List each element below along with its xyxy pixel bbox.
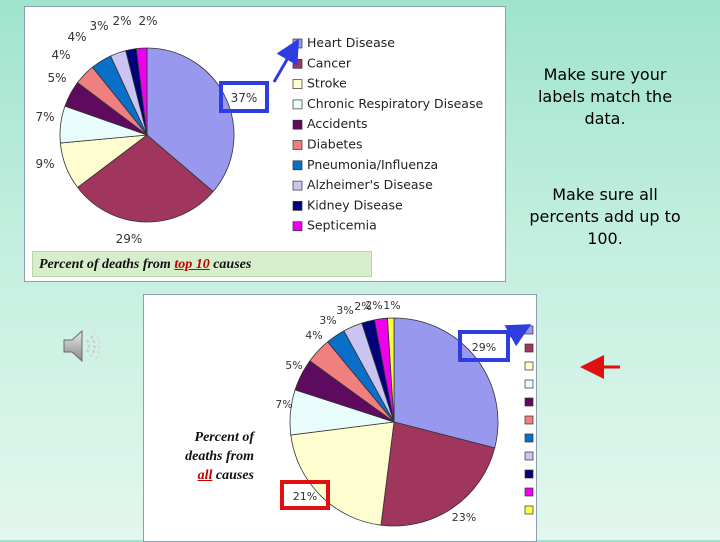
data-label-diabetes: 4% [51,48,70,62]
data-label-kidney-disease: 2% [112,14,131,28]
legend-swatch-diabetes [524,433,534,443]
data-label-other: 21% [293,490,317,503]
data-label-diabetes: 3% [319,314,336,327]
legend-label-cancer: Cancer [307,55,352,70]
data-label-stroke: 7% [275,398,292,411]
data-label-cancer: 23% [452,511,476,524]
data-label-heart-disease: 37% [231,91,258,105]
caption-all-line3: all causes [146,466,254,485]
legend-swatch-alzheimer-s-disease [524,469,534,479]
legend-swatch-pneumonia-influenza [524,451,534,461]
legend-label-chronic-respiratory-disease: Chronic Respiratory Disease [307,96,483,111]
caption-all-line1: Percent of [194,430,254,445]
pie-chart-all: 29%23%21%7%5%4%3%3%2%2%1%Heart DiseaseCa… [275,299,534,527]
data-label-chronic-respiratory-disease: 5% [285,359,302,372]
data-label-chronic-respiratory-disease: 7% [35,110,54,124]
highlight-box-other [280,480,330,510]
data-label-alzheimer-s-disease: 2% [354,300,371,313]
caption-all: Percent of deaths from all causes [146,428,254,485]
legend-swatch-heart-disease [292,38,303,49]
legend-swatch-cancer [524,343,534,353]
pie-slice-heart-disease [146,47,235,193]
data-label-pneumonia-influenza: 3% [336,304,353,317]
data-label-alzheimer-s-disease: 3% [89,19,108,33]
pie-slice-septicemia [387,317,395,423]
legend-swatch-diabetes [292,140,303,150]
legend-swatch-alzheimer-s-disease [292,180,303,191]
legend-swatch-heart-disease [524,325,534,335]
caption-all-suffix: causes [212,468,254,483]
legend-swatch-stroke [524,379,534,389]
caption-all-line2: deaths from [185,449,254,464]
caption-top10-suffix: causes [209,257,252,272]
chart-panel-top10: 37% 29% 9% 7% 5% 4% 4% 3% 2% 2% Heart Disease Cance… [24,6,506,282]
legend-swatch-stroke [292,79,303,89]
speaker-icon[interactable] [58,326,106,366]
data-label-septicemia: 1% [383,299,400,312]
legend-swatch-septicemia [292,221,303,232]
legend-label-alzheimer-s-disease: Alzheimer's Disease [307,177,433,192]
pie-slice-other [290,421,395,526]
legend-swatch-chronic-respiratory-disease [524,397,534,407]
legend-swatch-accidents [292,119,303,130]
legend-label-septicemia: Septicemia [307,218,377,233]
note-percents-sum: Make sure all percents add up to 100. [529,185,681,248]
data-label-kidney-disease: 2% [365,299,382,312]
pie-slice-cancer [380,421,496,527]
caption-top10-prefix: Percent of deaths from [39,257,175,272]
pie-slice-cancer [77,134,214,223]
chart-panel-all: 29%23%21%7%5%4%3%3%2%2%1%Heart DiseaseCa… [143,294,537,542]
data-label-cancer: 29% [116,232,143,246]
legend-label-heart-disease: Heart Disease [307,35,395,50]
data-label-heart-disease: 29% [472,341,496,354]
legend-swatch-pneumonia-influenza [292,160,303,171]
caption-all-link: all [197,468,213,483]
legend-label-kidney-disease: Kidney Disease [307,197,403,212]
legend-label-diabetes: Diabetes [307,137,363,152]
caption-top10: Percent of deaths from top 10 causes [32,251,372,277]
data-label-stroke: 9% [35,157,54,171]
pie-chart-top10: 37%29%9%7%5%4%4%3% 2% 2%Heart DiseaseCance… [35,14,483,246]
legend-label-accidents: Accidents [307,116,368,131]
data-label-accidents: 4% [305,329,322,342]
data-label-septicemia: 2% [138,14,157,28]
highlight-box-heart-disease [219,81,269,113]
data-label-accidents: 5% [47,71,66,85]
legend-swatch-cancer [292,58,303,69]
data-label-pneumonia-influenza: 4% [67,30,86,44]
legend-label-stroke: Stroke [307,76,347,91]
legend-swatch-accidents [524,415,534,425]
legend-swatch-other [524,361,534,371]
pie-slice-septicemia [135,47,148,136]
legend-label-pneumonia-influenza: Pneumonia/Influenza [307,157,438,172]
legend-swatch-kidney-disease [292,201,303,211]
note-labels-match: Make sure your labels match the data. [537,65,673,128]
caption-top10-link: top 10 [174,257,210,272]
legend-swatch-chronic-respiratory-disease [292,99,303,110]
legend-swatch-kidney-disease [524,487,534,497]
legend-swatch-septicemia [524,505,534,515]
